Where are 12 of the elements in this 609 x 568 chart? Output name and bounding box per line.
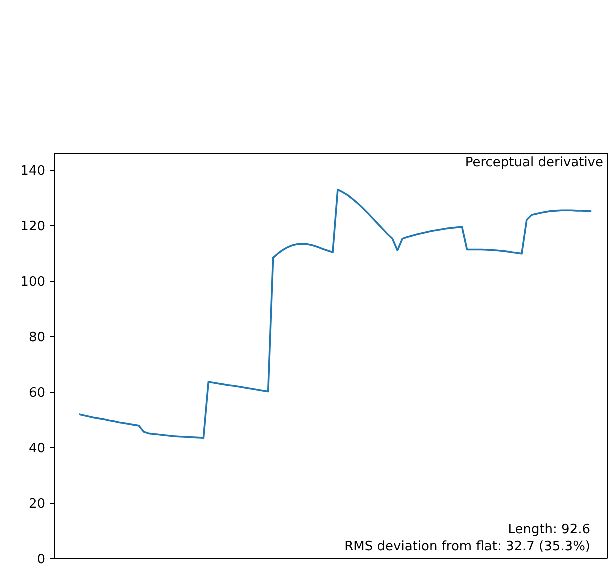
y-tick-label: 80 xyxy=(28,330,46,346)
y-tick-label: 100 xyxy=(20,275,46,290)
line-series xyxy=(78,188,592,440)
chart-title: Perceptual derivative xyxy=(465,156,604,170)
y-tick-label: 20 xyxy=(28,497,46,512)
y-tick-label: 60 xyxy=(28,386,46,402)
annotation: Length: 92.6 xyxy=(508,522,591,538)
y-tick-label: 140 xyxy=(20,164,46,180)
y-tick-label: 120 xyxy=(20,220,46,235)
annotation: RMS deviation from flat: 32.7 (35.3%) xyxy=(344,540,590,554)
y-tick-label: 40 xyxy=(28,442,46,457)
y-tick-label: 0 xyxy=(37,552,46,568)
